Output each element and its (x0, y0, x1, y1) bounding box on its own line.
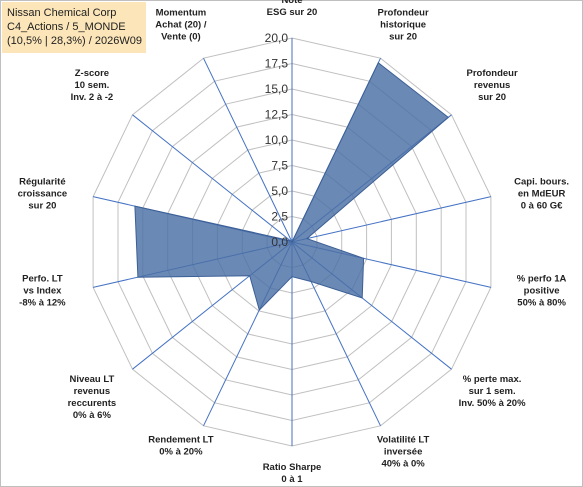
axis-label: % perfo 1A positive 50% à 80% (517, 274, 567, 309)
series-area (134, 62, 450, 311)
tick-label: 0,0 (271, 235, 288, 249)
tick-label: 7,5 (271, 159, 288, 173)
tick-label: 15,0 (265, 82, 289, 96)
axis-label-line: reccurents (68, 398, 117, 409)
axis-label-line: Régularité (19, 177, 65, 188)
axis-label-line: ESG sur 20 (267, 7, 318, 18)
radar-tick-labels: 0,0 2,5 5,0 7,5 10,0 12,5 15,0 17,5 20,0 (265, 31, 289, 249)
axis-label-line: 0 à 60 G€ (521, 201, 563, 212)
axis-label: Régularité croissance sur 20 (18, 177, 68, 212)
axis-spoke (132, 114, 293, 243)
axis-label-line: positive (524, 286, 560, 297)
axis-label: Profondeur revenus sur 20 (466, 68, 517, 103)
chart-title-line-3: (10,5% | 28,3%) / 2026W09 (7, 35, 142, 47)
axis-label-line: Z-score (75, 68, 109, 79)
axis-label-line: sur 1 sem. (469, 386, 516, 397)
axis-label: Rendement LT 0% à 20% (148, 434, 213, 457)
axis-label-line: Rendement LT (148, 434, 213, 445)
axis-label-line: Vente (0) (161, 32, 201, 43)
axis-label-line: 10 sem. (74, 80, 109, 91)
axis-label-line: 50% à 80% (517, 298, 566, 309)
chart-title-box: Nissan Chemical Corp C4_Actions / 5_MOND… (2, 2, 146, 53)
axis-label-line: revenus (74, 386, 110, 397)
axis-label: Momentum Achat (20) / Vente (0) (155, 8, 207, 43)
axis-label-line: historique (380, 20, 426, 31)
axis-label-line: vs Index (23, 286, 62, 297)
axis-label-line: croissance (18, 189, 68, 200)
axis-label-line: revenus (474, 80, 510, 91)
axis-label-line: sur 20 (478, 92, 506, 103)
tick-label: 20,0 (265, 31, 289, 45)
tick-label: 17,5 (265, 57, 289, 71)
axis-label-line: 40% à 0% (381, 458, 425, 469)
axis-spoke (203, 57, 293, 243)
axis-label: Niveau LT revenus reccurents 0% à 6% (68, 374, 117, 421)
axis-spoke (291, 196, 492, 243)
axis-label-line: 0% à 6% (73, 410, 112, 421)
radar-series (134, 62, 450, 311)
tick-label: 10,0 (265, 133, 289, 147)
axis-label-line: % perte max. (463, 374, 522, 385)
axis-label: Profondeur historique sur 20 (377, 8, 428, 43)
tick-label: 2,5 (271, 210, 288, 224)
chart-title-line-1: Nissan Chemical Corp (7, 7, 117, 19)
axis-label-line: Ratio Sharpe (263, 462, 322, 473)
axis-label-line: Profondeur (466, 68, 517, 79)
axis-label-line: inversée (384, 446, 423, 457)
axis-label-line: 0% à 20% (159, 446, 203, 457)
axis-label-line: sur 20 (28, 201, 56, 212)
axis-label-line: Perfo. LT (22, 274, 63, 285)
axis-label: Note ESG sur 20 (267, 0, 318, 18)
axis-label: Perfo. LT vs Index -8% à 12% (19, 274, 66, 309)
axis-label: Volatilité LT inversée 40% à 0% (377, 434, 430, 469)
axis-label-line: Inv. 2 à -2 (71, 92, 114, 103)
axis-label-line: -8% à 12% (19, 298, 66, 309)
axis-label-line: Capi. bours. (514, 177, 569, 188)
axis-label-line: sur 20 (389, 32, 417, 43)
tick-label: 5,0 (271, 184, 288, 198)
axis-label-line: Volatilité LT (377, 434, 430, 445)
axis-label-line: Achat (20) / (155, 20, 207, 31)
axis-label-line: 0 à 1 (281, 474, 303, 485)
chart-title-line-2: C4_Actions / 5_MONDE (7, 21, 126, 33)
axis-label: % perte max. sur 1 sem. Inv. 50% à 20% (459, 374, 526, 409)
axis-label-line: Niveau LT (70, 374, 115, 385)
axis-label-line: Momentum (156, 8, 207, 19)
tick-label: 12,5 (265, 108, 289, 122)
axis-label-line: Note (281, 0, 302, 6)
axis-label: Z-score 10 sem. Inv. 2 à -2 (71, 68, 114, 103)
axis-label-line: % perfo 1A (517, 274, 567, 285)
axis-label-line: en MdEUR (518, 189, 566, 200)
radar-axis-labels: Note ESG sur 20 Profondeur historique sur 20… (18, 0, 569, 485)
axis-label-line: Inv. 50% à 20% (459, 398, 526, 409)
axis-label-line: Profondeur (377, 8, 428, 19)
axis-label: Capi. bours. en MdEUR 0 à 60 G€ (514, 177, 569, 212)
axis-label: Ratio Sharpe 0 à 1 (263, 462, 322, 485)
